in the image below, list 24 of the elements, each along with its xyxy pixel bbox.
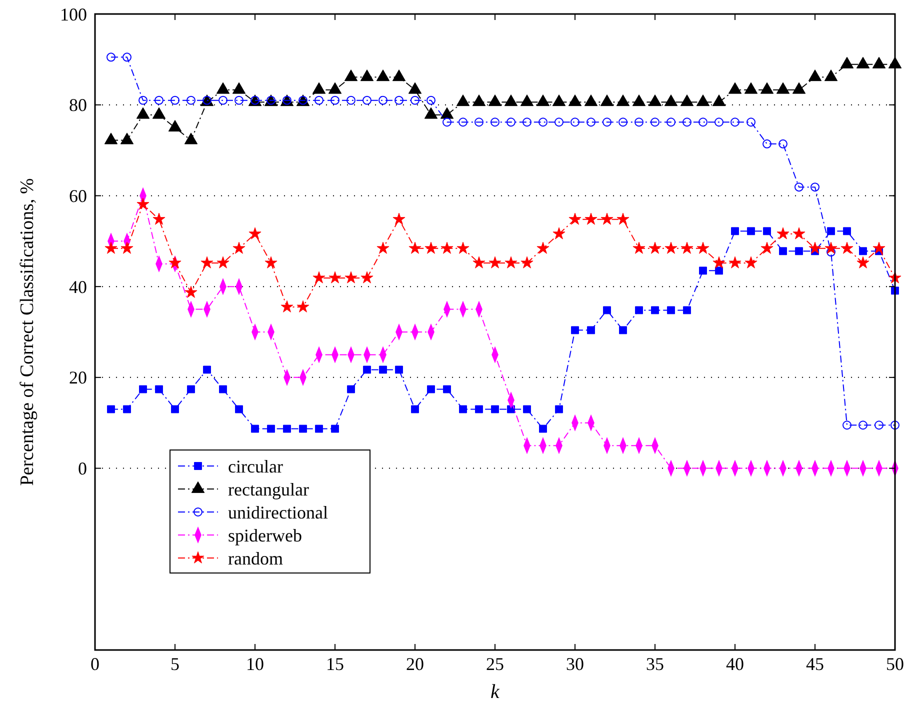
legend-label: spiderweb bbox=[228, 525, 302, 546]
legend-label: circular bbox=[228, 456, 283, 476]
x-tick-label: 20 bbox=[406, 654, 424, 674]
y-tick-label: 20 bbox=[69, 368, 87, 388]
y-tick-label: 0 bbox=[78, 458, 87, 479]
x-tick-label: 10 bbox=[246, 654, 264, 674]
legend-label: unidirectional bbox=[228, 502, 328, 522]
x-tick-label: 5 bbox=[170, 654, 180, 674]
x-tick-label: 45 bbox=[806, 654, 824, 674]
x-tick-label: 15 bbox=[326, 654, 344, 674]
y-tick-label: 60 bbox=[69, 186, 87, 206]
y-axis-title: Percentage of Correct Classifications, % bbox=[17, 178, 38, 486]
y-tick-label: 40 bbox=[69, 276, 87, 297]
x-tick-label: 25 bbox=[486, 654, 504, 674]
x-axis-title: k bbox=[490, 681, 501, 703]
legend-label: rectangular bbox=[228, 479, 309, 500]
y-tick-label: 100 bbox=[60, 4, 87, 24]
legend-label: random bbox=[228, 548, 283, 568]
x-tick-label: 50 bbox=[886, 654, 904, 674]
y-tick-label: 80 bbox=[69, 95, 87, 116]
x-tick-label: 0 bbox=[90, 654, 100, 674]
x-tick-label: 35 bbox=[646, 654, 664, 674]
x-tick-label: 40 bbox=[726, 654, 744, 674]
x-tick-label: 30 bbox=[566, 654, 584, 674]
